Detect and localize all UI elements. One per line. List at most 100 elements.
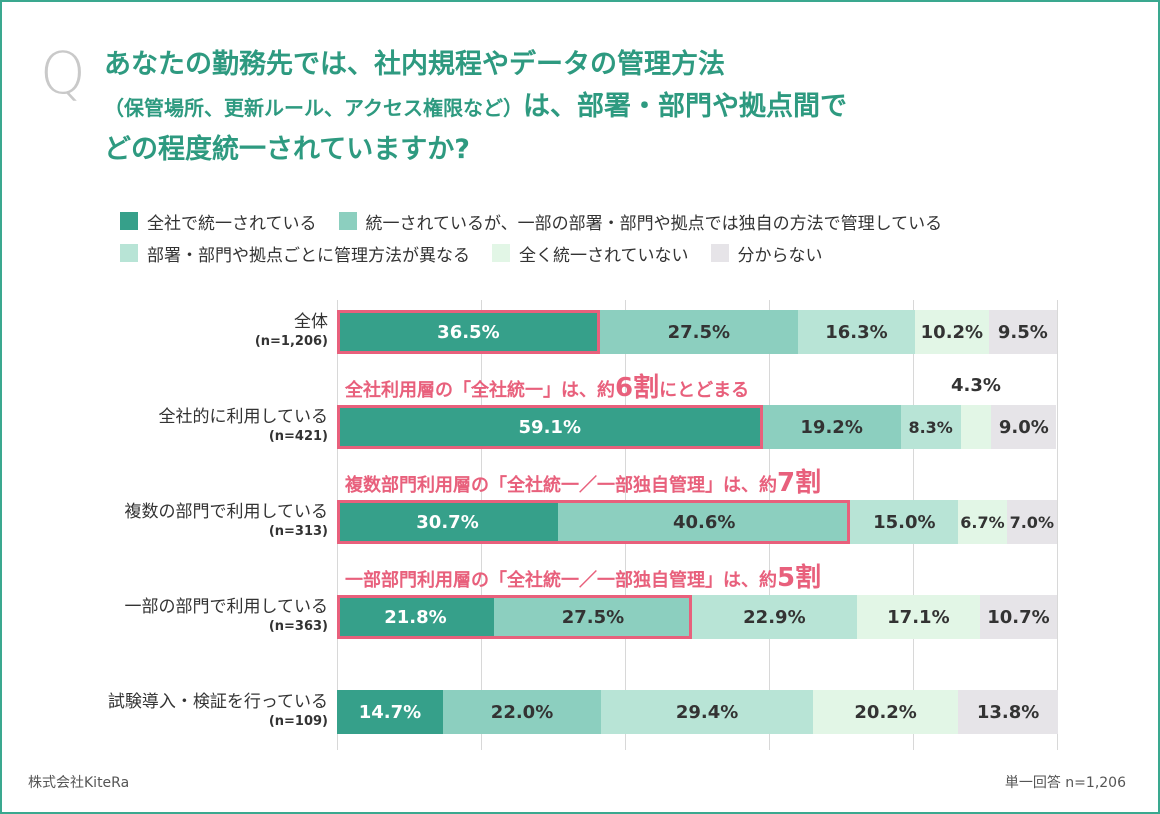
- bar-value-label: 10.2%: [920, 321, 984, 343]
- bar-value-label: 27.5%: [561, 606, 625, 628]
- stacked-bar-chart: 全体 (n=1,206) 36.5% 27.5% 16.3% 10.2% 9.5% 全社的に利…: [0, 290, 1160, 750]
- bar-value-label: 21.8%: [384, 606, 447, 628]
- bar-segment: 19.2%: [762, 405, 901, 449]
- bar-segment: 29.4%: [601, 690, 813, 734]
- annotation-callout: 複数部門利用層の「全社統一／一部独自管理」は、約7割: [345, 462, 821, 499]
- annotation-emphasis: 7割: [777, 468, 822, 498]
- question-mark-icon: Q: [40, 39, 86, 107]
- grid-line: [1057, 300, 1058, 750]
- annotation-text: 一部部門利用層の「全社統一／一部独自管理」は、約: [345, 570, 777, 591]
- bar-segment: 9.0%: [991, 405, 1057, 449]
- bar-segment: 21.8%: [337, 595, 494, 639]
- bar-segment: 13.8%: [958, 690, 1058, 734]
- annotation-callout: 一部部門利用層の「全社統一／一部独自管理」は、約5割: [345, 557, 821, 594]
- bar-value-label: 59.1%: [518, 416, 581, 438]
- bar-value-label: 6.7%: [960, 512, 1005, 532]
- annotation-emphasis: 5割: [777, 563, 822, 593]
- legend-swatch-1: [338, 212, 357, 230]
- legend-item-1: 統一されているが、一部の部署・部門や拠点では独自の方法で管理している: [338, 209, 943, 234]
- bar-segment: 7.0%: [1006, 500, 1057, 544]
- row-label-n: (n=363): [268, 619, 328, 634]
- bar-value-label: 40.6%: [672, 511, 736, 533]
- legend-item-3: 全く統一されていない: [492, 241, 689, 266]
- row-label: 全体 (n=1,206): [255, 311, 328, 351]
- bar-segment: 8.3%: [900, 405, 961, 449]
- bar-value-label: 8.3%: [908, 417, 953, 437]
- bar-segment: 10.2%: [915, 310, 989, 354]
- question-line-3: どの程度統一されていますか?: [104, 134, 470, 165]
- bar-segment: 22.0%: [442, 690, 602, 734]
- row-label-name: 全社的に利用している: [158, 407, 329, 427]
- legend-swatch-3: [492, 244, 510, 262]
- bar-value-label: 14.7%: [358, 701, 422, 723]
- row-label-n: (n=109): [268, 714, 328, 729]
- annotation-emphasis: 6割: [615, 373, 660, 403]
- bar-segment: 6.7%: [958, 500, 1007, 544]
- row-label: 試験導入・検証を行っている (n=109): [108, 691, 328, 731]
- question-line-1: あなたの勤務先では、社内規程やデータの管理方法: [104, 49, 725, 80]
- bar-value-label: 9.0%: [998, 416, 1049, 438]
- legend-label-1: 統一されているが、一部の部署・部門や拠点では独自の方法で管理している: [365, 213, 943, 234]
- legend-label-4: 分からない: [737, 245, 823, 266]
- annotation-callout: 全社利用層の「全社統一」は、約6割にとどまる: [345, 367, 749, 404]
- bar-segment: 27.5%: [599, 310, 798, 354]
- row-label: 全社的に利用している (n=421): [159, 406, 329, 446]
- bar-value-label: 20.2%: [854, 701, 917, 723]
- row-label-name: 一部の部門で利用している: [124, 597, 329, 617]
- bar-segment: 27.5%: [493, 595, 692, 639]
- bar-value-label-outside: 4.3%: [951, 375, 1001, 396]
- legend-swatch-4: [710, 244, 729, 262]
- bar-value-label: 36.5%: [437, 321, 500, 343]
- bar-segment: 30.7%: [337, 500, 559, 544]
- bar-value-label: 15.0%: [873, 511, 936, 533]
- legend-row-2: 部署・部門や拠点ごとに管理方法が異なる 全く統一されていない 分からない: [120, 237, 1100, 269]
- legend: 全社で統一されている 統一されているが、一部の部署・部門や拠点では独自の方法で管…: [120, 205, 1100, 269]
- bar-value-label: 29.4%: [675, 701, 739, 723]
- footer-company: 株式会社KiteRa: [28, 775, 130, 791]
- bar-segment: 20.2%: [812, 690, 959, 734]
- bar-segment: 36.5%: [337, 310, 600, 354]
- question-line-2-sub: （保管場所、更新ルール、アクセス権限など）: [104, 96, 523, 120]
- bar-segment: 22.9%: [691, 595, 857, 639]
- row-label-n: (n=313): [268, 524, 328, 539]
- legend-label-2: 部署・部門や拠点ごとに管理方法が異なる: [147, 245, 470, 266]
- bar-value-label: 27.5%: [667, 321, 731, 343]
- legend-item-4: 分からない: [710, 241, 823, 266]
- bar-value-label: 9.5%: [997, 321, 1048, 343]
- bar-value-label: 22.0%: [490, 701, 554, 723]
- bar-segment: 14.7%: [337, 690, 443, 734]
- bar-segment: 15.0%: [850, 500, 959, 544]
- bar-value-label: 17.1%: [887, 606, 950, 628]
- bar-segment: 59.1%: [337, 405, 763, 449]
- bar-value-label: 7.0%: [1009, 512, 1054, 532]
- legend-label-0: 全社で統一されている: [147, 213, 317, 234]
- legend-item-2: 部署・部門や拠点ごとに管理方法が異なる: [120, 241, 470, 266]
- bar-value-label: 10.7%: [987, 606, 1050, 628]
- bar-segment: 16.3%: [797, 310, 916, 354]
- footer-note: 単一回答 n=1,206: [1004, 775, 1126, 791]
- row-label-name: 全体: [294, 312, 328, 332]
- annotation-text: 複数部門利用層の「全社統一／一部独自管理」は、約: [345, 475, 777, 496]
- bar-segment: [960, 405, 992, 449]
- bar-value-label: 19.2%: [800, 416, 863, 438]
- bar-value-label: 30.7%: [416, 511, 479, 533]
- row-label-name: 試験導入・検証を行っている: [107, 692, 328, 712]
- question-line-2: （保管場所、更新ルール、アクセス権限など）は、部署・部門や拠点間で: [104, 86, 1084, 129]
- legend-row-1: 全社で統一されている 統一されているが、一部の部署・部門や拠点では独自の方法で管…: [120, 205, 1100, 237]
- bar-value-label: 22.9%: [743, 606, 806, 628]
- bar-value-label: 13.8%: [976, 701, 1040, 723]
- annotation-suffix: にとどまる: [659, 380, 750, 401]
- question-title: あなたの勤務先では、社内規程やデータの管理方法 （保管場所、更新ルール、アクセス…: [104, 44, 1084, 171]
- row-label: 一部の部門で利用している (n=363): [125, 596, 329, 636]
- bar-segment: 9.5%: [988, 310, 1057, 354]
- legend-item-0: 全社で統一されている: [120, 209, 317, 234]
- row-label: 複数の部門で利用している (n=313): [125, 501, 329, 541]
- annotation-text: 全社利用層の「全社統一」は、約: [345, 380, 615, 401]
- row-label-name: 複数の部門で利用している: [124, 502, 329, 522]
- bar-segment: 17.1%: [856, 595, 980, 639]
- legend-swatch-0: [120, 212, 138, 230]
- legend-label-3: 全く統一されていない: [519, 245, 689, 266]
- row-label-n: (n=421): [268, 429, 328, 444]
- question-line-2-main: は、部署・部門や拠点間で: [523, 91, 847, 122]
- legend-swatch-2: [120, 244, 138, 262]
